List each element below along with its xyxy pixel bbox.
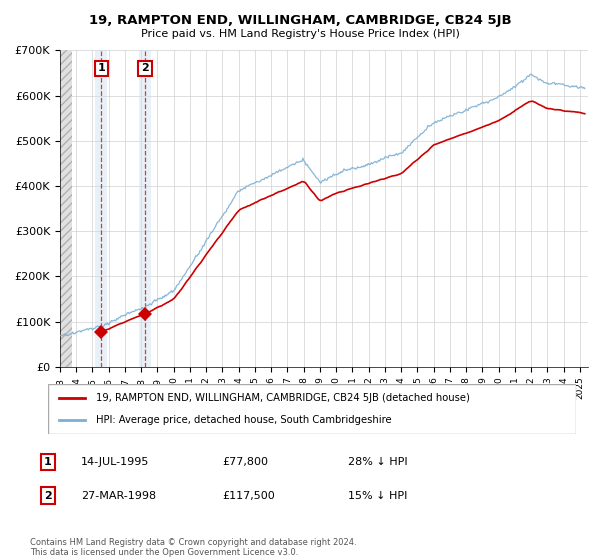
Text: 14-JUL-1995: 14-JUL-1995 bbox=[81, 457, 149, 467]
Text: 19, RAMPTON END, WILLINGHAM, CAMBRIDGE, CB24 5JB (detached house): 19, RAMPTON END, WILLINGHAM, CAMBRIDGE, … bbox=[95, 393, 469, 403]
Text: 28% ↓ HPI: 28% ↓ HPI bbox=[348, 457, 407, 467]
Text: 1: 1 bbox=[97, 63, 105, 73]
Text: 19, RAMPTON END, WILLINGHAM, CAMBRIDGE, CB24 5JB: 19, RAMPTON END, WILLINGHAM, CAMBRIDGE, … bbox=[89, 14, 511, 27]
Text: 15% ↓ HPI: 15% ↓ HPI bbox=[348, 491, 407, 501]
Bar bbox=[95, 50, 107, 367]
Text: HPI: Average price, detached house, South Cambridgeshire: HPI: Average price, detached house, Sout… bbox=[95, 415, 391, 425]
Text: 2: 2 bbox=[141, 63, 149, 73]
Text: 1: 1 bbox=[44, 457, 52, 467]
Text: Price paid vs. HM Land Registry's House Price Index (HPI): Price paid vs. HM Land Registry's House … bbox=[140, 29, 460, 39]
Text: 2: 2 bbox=[44, 491, 52, 501]
Text: £117,500: £117,500 bbox=[222, 491, 275, 501]
Bar bbox=[139, 50, 151, 367]
Text: Contains HM Land Registry data © Crown copyright and database right 2024.
This d: Contains HM Land Registry data © Crown c… bbox=[30, 538, 356, 557]
FancyBboxPatch shape bbox=[48, 384, 576, 434]
Bar bbox=[60, 50, 72, 367]
Text: 27-MAR-1998: 27-MAR-1998 bbox=[81, 491, 156, 501]
Text: £77,800: £77,800 bbox=[222, 457, 268, 467]
